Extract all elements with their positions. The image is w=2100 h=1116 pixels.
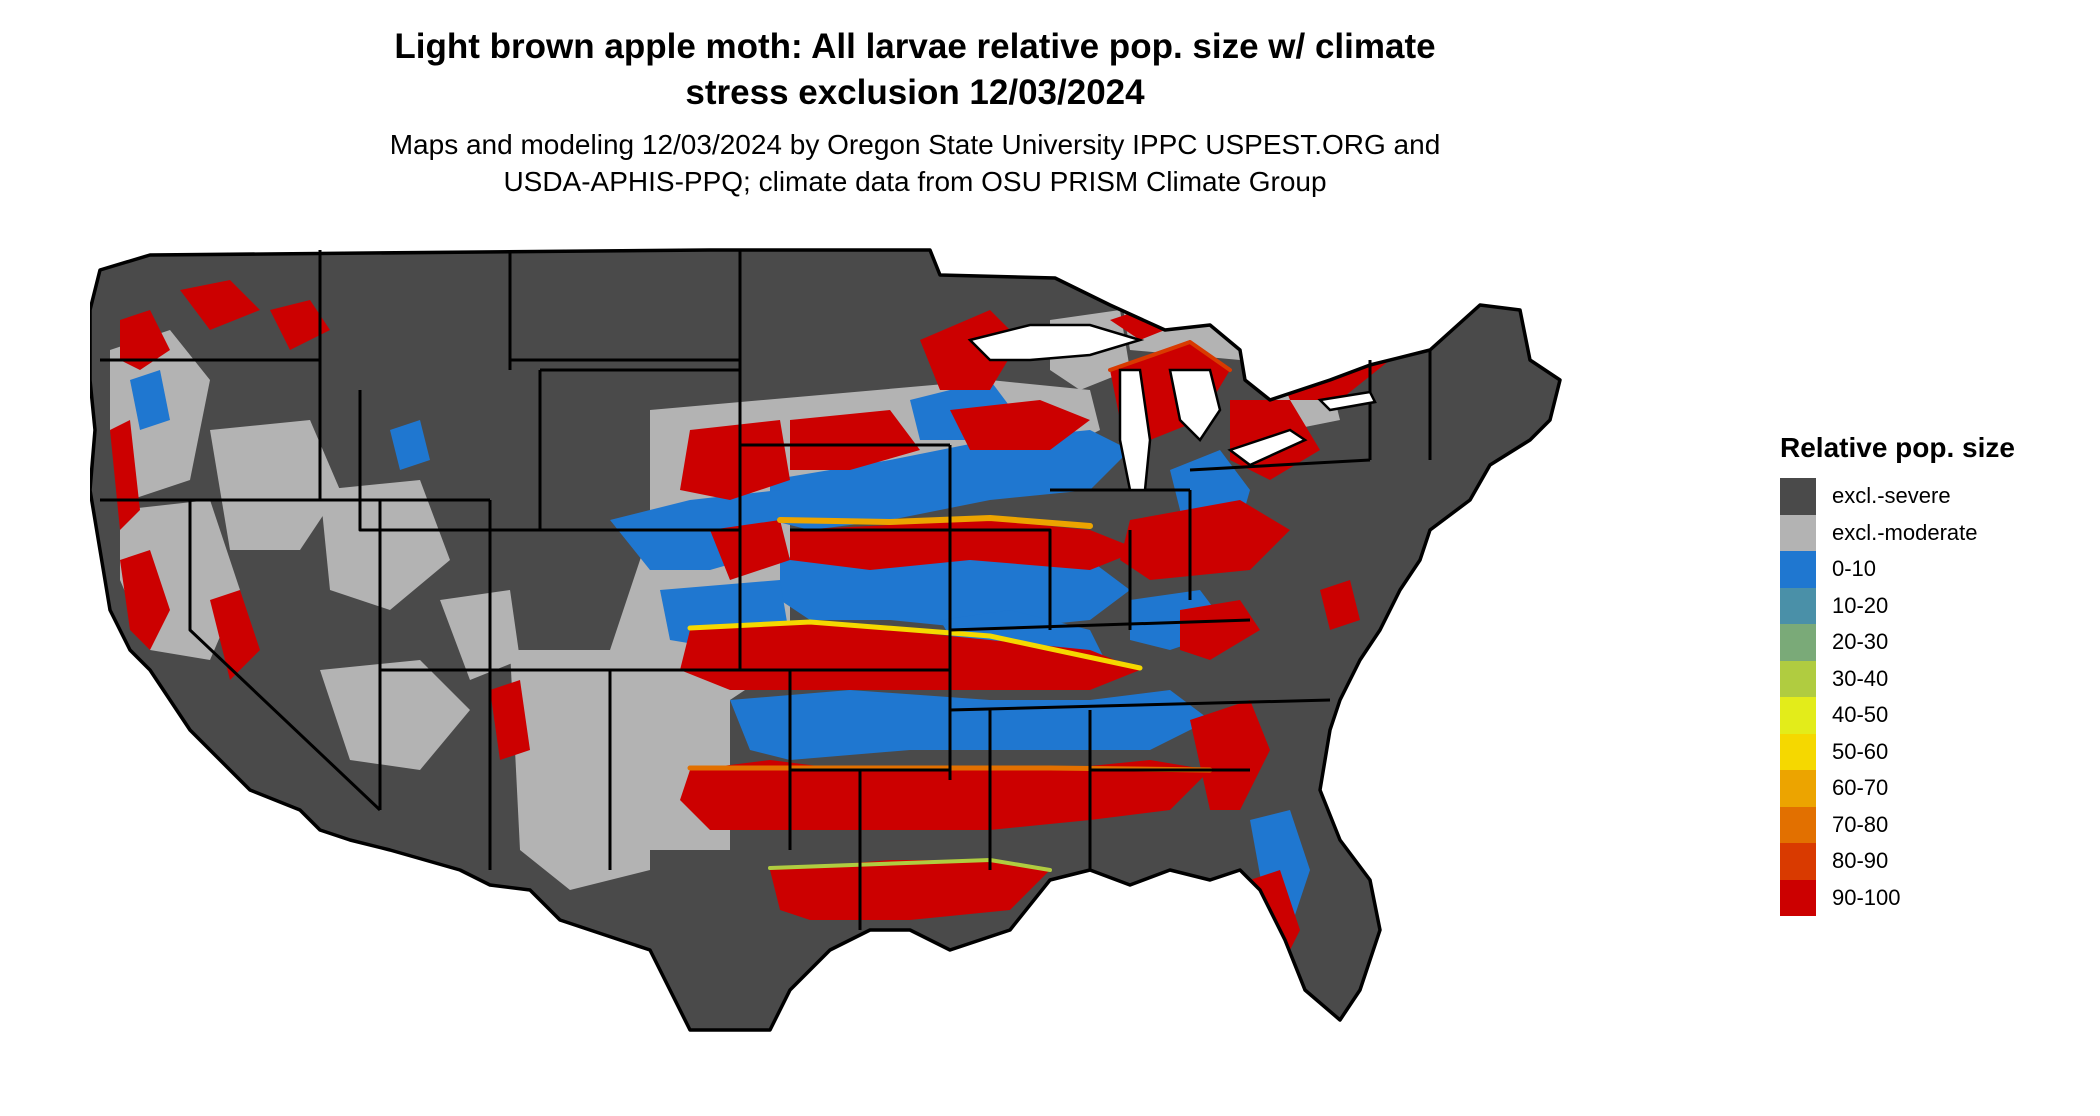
us-map [90, 248, 1562, 1032]
legend-item: 90-100 [1780, 879, 2015, 916]
legend-item: 80-90 [1780, 843, 2015, 880]
legend-swatch [1780, 879, 1816, 916]
zone-excl-moderate [110, 270, 1340, 890]
legend-item: 50-60 [1780, 733, 2015, 770]
legend-label: 0-10 [1832, 556, 1877, 582]
legend-item: excl.-severe [1780, 478, 2015, 515]
legend-label: 60-70 [1832, 775, 1889, 801]
legend-item: 60-70 [1780, 770, 2015, 807]
lake-erie [1227, 428, 1308, 467]
map-title-line-2: stress exclusion 12/03/2024 [685, 73, 1145, 112]
legend-swatch [1780, 843, 1816, 880]
legend-label: excl.-moderate [1832, 519, 1978, 545]
legend-swatch [1780, 514, 1816, 551]
legend-label: 90-100 [1832, 884, 1901, 910]
legend-swatch [1780, 770, 1816, 807]
legend-item: 70-80 [1780, 806, 2015, 843]
legend-label: 50-60 [1832, 738, 1889, 764]
legend-swatch [1780, 660, 1816, 697]
lake-huron [1168, 368, 1222, 442]
legend-item: 10-20 [1780, 587, 2015, 624]
legend-label: excl.-severe [1832, 483, 1951, 509]
legend-label: 70-80 [1832, 811, 1889, 837]
map-subtitle: Maps and modeling 12/03/2024 by Oregon S… [300, 126, 1530, 200]
legend: Relative pop. size excl.-severe excl.-mod… [1780, 432, 2015, 916]
map-subtitle-line-2: USDA-APHIS-PPQ; climate data from OSU PR… [503, 166, 1327, 197]
legend-swatch [1780, 806, 1816, 843]
legend-label: 10-20 [1832, 592, 1889, 618]
legend-item: 40-50 [1780, 697, 2015, 734]
legend-label: 80-90 [1832, 848, 1889, 874]
legend-item: 0-10 [1780, 551, 2015, 588]
map-title-line-1: Light brown apple moth: All larvae relat… [394, 27, 1436, 66]
map-subtitle-line-1: Maps and modeling 12/03/2024 by Oregon S… [389, 129, 1441, 160]
great-lakes [967, 323, 1377, 492]
legend-item: 30-40 [1780, 660, 2015, 697]
legend-item: 20-30 [1780, 624, 2015, 661]
legend-rows: excl.-severe excl.-moderate 0-10 10-20 20-30… [1780, 478, 2015, 916]
legend-swatch [1780, 587, 1816, 624]
lake-michigan [1118, 368, 1152, 492]
lake-superior [967, 323, 1145, 362]
legend-swatch [1780, 733, 1816, 770]
legend-swatch [1780, 478, 1816, 515]
legend-swatch [1780, 624, 1816, 661]
legend-swatch [1780, 697, 1816, 734]
map-title: Light brown apple moth: All larvae relat… [300, 24, 1530, 116]
legend-label: 40-50 [1832, 702, 1889, 728]
state-boundaries [90, 248, 1562, 1032]
legend-swatch [1780, 551, 1816, 588]
legend-item: excl.-moderate [1780, 514, 2015, 551]
legend-title: Relative pop. size [1780, 432, 2015, 463]
lake-ontario [1317, 390, 1377, 412]
legend-label: 20-30 [1832, 629, 1889, 655]
legend-label: 30-40 [1832, 665, 1889, 691]
